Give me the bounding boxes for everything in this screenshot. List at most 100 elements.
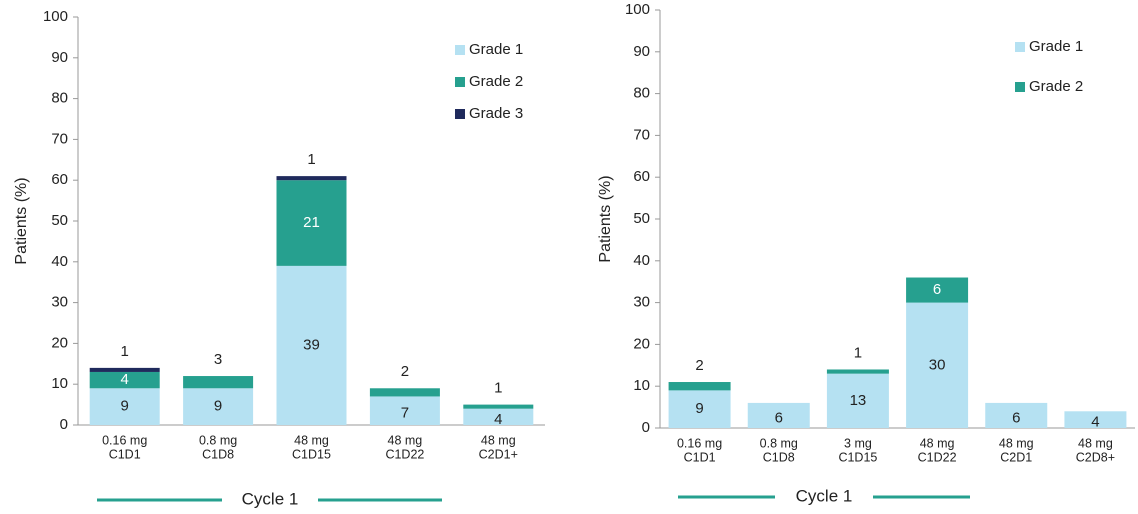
bar-segment <box>463 408 534 425</box>
data-label: 1 <box>121 343 129 360</box>
data-label: 4 <box>494 411 502 428</box>
data-label: 1 <box>854 344 862 361</box>
y-tick-label: 80 <box>51 90 68 107</box>
data-label: 1 <box>494 380 502 397</box>
data-label: 6 <box>1012 409 1020 426</box>
x-tick-label: C1D15 <box>838 450 877 464</box>
y-tick-label: 90 <box>633 43 650 60</box>
y-tick-label: 50 <box>633 210 650 227</box>
y-tick-label: 100 <box>625 1 650 18</box>
x-tick-label: 48 mg <box>294 433 329 447</box>
legend-swatch <box>455 109 465 119</box>
y-tick-label: 30 <box>51 294 68 311</box>
y-tick-label: 80 <box>633 85 650 102</box>
data-label: 9 <box>121 398 129 415</box>
y-tick-label: 100 <box>43 8 68 25</box>
legend-label: Grade 2 <box>469 73 523 90</box>
y-tick-label: 10 <box>51 375 68 392</box>
data-label: 13 <box>850 392 867 409</box>
legend-label: Grade 1 <box>1029 38 1083 55</box>
x-tick-label: C1D15 <box>292 447 331 461</box>
bar-segment <box>276 176 347 181</box>
bar-segment <box>985 402 1048 428</box>
bar-segment <box>369 388 440 397</box>
data-label: 39 <box>303 336 320 353</box>
data-label: 1 <box>307 151 315 168</box>
y-tick-label: 70 <box>51 130 68 147</box>
x-tick-label: 0.16 mg <box>677 436 722 450</box>
bar-segment <box>89 367 160 372</box>
y-axis-label: Patients (%) <box>13 177 30 264</box>
legend-swatch <box>455 45 465 55</box>
y-tick-label: 50 <box>51 212 68 229</box>
bar-segment <box>906 277 969 303</box>
bar-segment <box>183 376 254 389</box>
x-tick-label: 48 mg <box>388 433 423 447</box>
y-tick-label: 0 <box>60 416 68 433</box>
y-tick-label: 60 <box>51 171 68 188</box>
legend-swatch <box>1015 82 1025 92</box>
x-tick-label: C1D1 <box>109 447 141 461</box>
x-tick-label: C2D1+ <box>479 447 518 461</box>
x-tick-label: 48 mg <box>999 436 1034 450</box>
bar-segment <box>276 180 347 266</box>
data-label: 3 <box>214 351 222 368</box>
x-tick-label: 0.8 mg <box>760 436 798 450</box>
y-tick-label: 40 <box>51 253 68 270</box>
x-tick-label: C1D8 <box>763 450 795 464</box>
y-tick-label: 70 <box>633 126 650 143</box>
data-label: 6 <box>775 409 783 426</box>
bar-segment <box>826 369 889 374</box>
bar-segment <box>826 373 889 428</box>
data-label: 2 <box>695 357 703 374</box>
data-label: 6 <box>933 281 941 298</box>
legend-label: Grade 2 <box>1029 78 1083 95</box>
x-tick-label: C1D22 <box>918 450 957 464</box>
x-tick-label: C2D1 <box>1000 450 1032 464</box>
x-tick-label: 3 mg <box>844 436 872 450</box>
legend-label: Grade 1 <box>469 41 523 58</box>
y-tick-label: 0 <box>642 419 650 436</box>
x-tick-label: 0.8 mg <box>199 433 237 447</box>
x-tick-label: 48 mg <box>1078 436 1113 450</box>
legend-swatch <box>1015 42 1025 52</box>
y-tick-label: 20 <box>51 334 68 351</box>
bar-segment <box>668 390 731 428</box>
y-tick-label: 20 <box>633 335 650 352</box>
data-label: 9 <box>214 398 222 415</box>
x-tick-label: C1D8 <box>202 447 234 461</box>
bar-segment <box>276 265 347 425</box>
y-tick-label: 30 <box>633 294 650 311</box>
bar-segment <box>906 302 969 428</box>
x-tick-label: C2D8+ <box>1076 450 1115 464</box>
annotation: Cycle 1 <box>242 489 299 508</box>
y-axis-label: Patients (%) <box>597 175 614 262</box>
legend-swatch <box>455 77 465 87</box>
y-tick-label: 40 <box>633 252 650 269</box>
y-tick-label: 60 <box>633 168 650 185</box>
bar-segment <box>89 388 160 425</box>
data-label: 21 <box>303 214 320 231</box>
data-label: 9 <box>695 400 703 417</box>
x-tick-label: 0.16 mg <box>102 433 147 447</box>
x-tick-label: C1D22 <box>385 447 424 461</box>
bar-segment <box>463 404 534 409</box>
annotation: Cycle 1 <box>796 486 853 505</box>
x-tick-label: 48 mg <box>920 436 955 450</box>
data-label: 30 <box>929 356 946 373</box>
data-label: 4 <box>1091 414 1099 431</box>
bar-segment <box>668 382 731 391</box>
data-label: 7 <box>401 405 409 422</box>
bar-segment <box>747 402 810 428</box>
bar-segment <box>89 371 160 389</box>
y-tick-label: 10 <box>633 377 650 394</box>
bar-segment <box>1064 411 1127 428</box>
legend-label: Grade 3 <box>469 105 523 122</box>
data-label: 4 <box>121 371 129 388</box>
x-tick-label: 48 mg <box>481 433 516 447</box>
y-tick-label: 90 <box>51 49 68 66</box>
bar-segment <box>183 388 254 425</box>
x-tick-label: C1D1 <box>684 450 716 464</box>
bar-segment <box>369 396 440 425</box>
